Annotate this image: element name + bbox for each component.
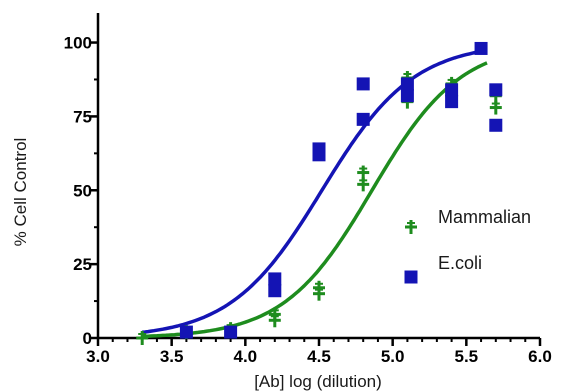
fit-curves [142,48,488,339]
data-point-e-coli [400,77,414,91]
data-points [136,41,503,345]
x-tick-label: 3.0 [86,347,110,366]
legend-label: E.coli [438,253,482,273]
data-point-e-coli [179,325,193,339]
y-tick-label: 75 [73,107,92,126]
y-tick-label: 25 [73,255,92,274]
x-tick-label: 6.0 [528,347,552,366]
data-point-mammalian [268,307,281,322]
data-point-mammalian [489,100,502,115]
x-tick-label: 4.5 [307,347,331,366]
legend: Mammalian E.coli [404,207,531,284]
y-tick-label: 50 [73,181,92,200]
data-point-e-coli [268,272,282,286]
x-axis-label: [Ab] log (dilution) [254,372,382,391]
data-point-e-coli [356,112,370,126]
data-point-e-coli [489,83,503,97]
x-tick-label: 5.5 [455,347,479,366]
y-tick-label: 0 [83,329,92,348]
fit-curve-e-coli [142,48,488,335]
data-point-e-coli [356,77,370,91]
y-tick-label: 100 [64,34,92,53]
data-point-e-coli [224,325,238,339]
data-point-e-coli [445,83,459,97]
data-point-e-coli [474,41,488,55]
x-tick-label: 4.0 [234,347,258,366]
data-point-e-coli [445,95,459,109]
y-axis-label: % Cell Control [11,138,30,247]
data-point-mammalian [313,280,325,295]
data-point-mammalian [357,165,370,180]
data-point-e-coli [400,89,414,103]
fit-curve-mammalian [142,61,488,339]
data-point-mammalian [136,331,149,345]
legend-label: Mammalian [438,207,531,227]
legend-marker-e-coli [404,270,418,284]
legend-marker-mammalian [405,220,417,234]
data-point-e-coli [489,118,503,132]
axes: 0 25 50 75 100 3.0 3.5 4.0 4.5 5.0 5.5 6.0 [64,13,552,366]
x-tick-label: 3.5 [160,347,184,366]
data-point-e-coli [312,142,326,156]
x-tick-label: 5.0 [381,347,405,366]
data-point-mammalian [357,177,370,192]
data-point-e-coli [268,284,282,298]
